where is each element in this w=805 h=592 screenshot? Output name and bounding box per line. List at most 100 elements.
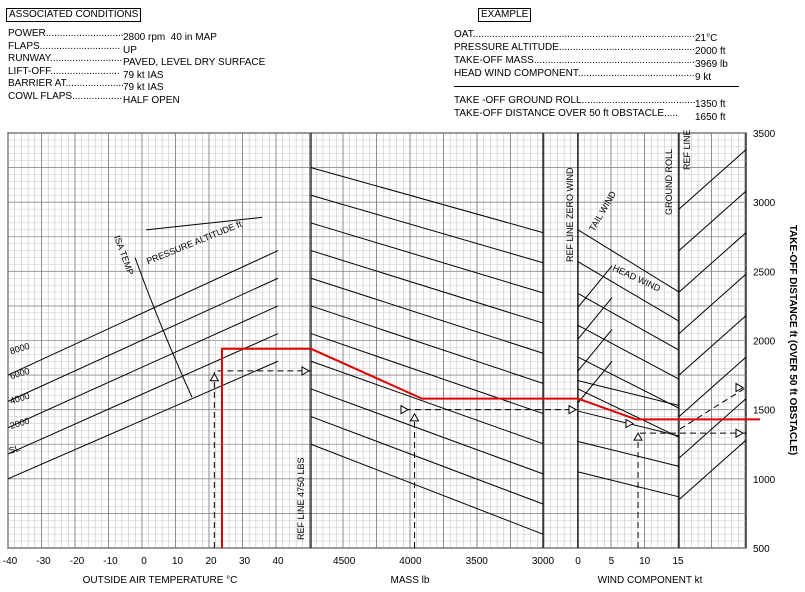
x-tick-label: 15	[672, 556, 684, 567]
wind-panel-label: GROUND ROLL	[664, 149, 674, 215]
example-result-row-value: 1650 ft	[695, 112, 726, 123]
ref-line-fan	[678, 149, 747, 210]
altitude-label: 4000	[9, 391, 31, 406]
x-tick-label: 30	[239, 556, 251, 567]
example-row-label: HEAD WIND COMPONENT.....................…	[454, 68, 695, 79]
ground-roll-line	[577, 440, 680, 467]
example-row: PRESSURE ALTITUDE.......................…	[454, 41, 726, 58]
y-tick-label: 500	[753, 544, 770, 555]
x-tick-label: 3500	[466, 556, 489, 567]
arrow-head	[209, 372, 220, 382]
arrow-head	[625, 418, 635, 429]
example-row: OAT.....................................…	[454, 28, 717, 45]
x-tick-label: 10	[172, 556, 184, 567]
condition-row-value: UP	[123, 44, 137, 56]
example-result-row: TAKE -OFF GROUND ROLL...................…	[454, 94, 726, 111]
ground-roll-line	[577, 471, 680, 498]
arrow-head	[400, 404, 410, 415]
example-dashed-path	[209, 366, 747, 548]
y-tick-label: 2000	[753, 337, 776, 348]
example-row-value: 2000 ft	[695, 46, 726, 57]
mass-guide-line	[310, 167, 544, 234]
axis-ticks: -40 -30 -20 -10 0 10 20 30 40 4500 4000 3500 3000 0 5 1…	[3, 129, 798, 586]
arrow-head	[633, 432, 643, 441]
example-row-label: PRESSURE ALTITUDE.......................…	[454, 42, 695, 53]
condition-row: RUNWAY..........................PAVED, L…	[8, 53, 265, 69]
example-red-path	[221, 347, 760, 548]
ref-line-mass-label: REF LINE 4750 LBS	[296, 457, 306, 540]
mass-guide-line	[310, 222, 544, 294]
ref-line-fan	[678, 232, 747, 293]
tail-wind-line	[577, 297, 613, 340]
y-axis-title: TAKE-OFF DISTANCE ft (OVER 50 ft OBSTACL…	[787, 225, 798, 456]
x-tick-label: 10	[639, 556, 651, 567]
isa-temp-curve	[134, 257, 193, 398]
mass-guide-line	[310, 388, 544, 475]
ref-line-fan	[678, 273, 747, 334]
head-wind-line	[577, 261, 680, 322]
mass-guide-line	[310, 333, 544, 415]
ground-roll-line	[577, 380, 680, 407]
arrow-head	[568, 404, 578, 415]
example-row: HEAD WIND COMPONENT.....................…	[454, 67, 711, 84]
arrow-head	[409, 412, 420, 422]
x-tick-label: 40	[272, 556, 284, 567]
mass-guide-line	[310, 305, 544, 384]
tail-wind-line	[577, 265, 613, 308]
condition-row: COWL FLAPS..................HALF OPEN	[8, 91, 180, 107]
head-wind-line	[577, 324, 680, 380]
mass-guide-line	[310, 360, 544, 445]
dashed-segment	[679, 387, 747, 430]
example-result-row-label: TAKE-OFF DISTANCE OVER 50 ft OBSTACLE...…	[454, 108, 678, 119]
altitude-curve	[7, 250, 279, 376]
condition-row: FLAPS............................. UP	[8, 41, 137, 57]
ref-line-fan	[678, 398, 747, 459]
mass-guide-line	[310, 443, 544, 535]
condition-row: BARRIER AT.....................79 kt IAS	[8, 78, 164, 94]
ref-line-fan	[678, 190, 747, 251]
wind-panel-label: TAIL WIND	[587, 189, 618, 233]
condition-row-value: 79 kt IAS	[123, 82, 164, 93]
wind-panel-label: REF LINE ZERO WIND	[565, 167, 575, 262]
example-divider	[454, 86, 739, 87]
arrow-head	[301, 366, 311, 376]
altitude-curve	[7, 360, 279, 480]
x-tick-label: -10	[103, 556, 118, 567]
head-wind-line	[577, 388, 680, 438]
condition-row-value: HALF OPEN	[123, 94, 180, 106]
tail-wind-line	[577, 329, 613, 372]
example-row: TAKE-OFF MASS...........................…	[454, 54, 728, 71]
condition-row-value: PAVED, LEVEL DRY SURFACE	[123, 57, 266, 68]
x-tick-label: -20	[70, 556, 85, 567]
altitude-curve	[7, 277, 279, 402]
altitude-curve	[7, 333, 279, 455]
x-tick-label: 4000	[399, 556, 422, 567]
condition-row-label: FLAPS.............................	[8, 40, 121, 52]
x-tick-label: 3000	[532, 556, 555, 567]
head-wind-line	[577, 293, 680, 351]
condition-row-value: 2800 rpm 40 in MAP	[123, 32, 217, 43]
mass-guide-line	[310, 194, 544, 264]
condition-row-value: 79 kt IAS	[123, 69, 164, 81]
example-result-row: TAKE-OFF DISTANCE OVER 50 ft OBSTACLE...…	[454, 107, 726, 124]
y-tick-label: 1500	[753, 406, 776, 417]
condition-row-label: BARRIER AT.....................	[8, 78, 123, 89]
example-row-label: TAKE-OFF MASS...........................…	[454, 55, 695, 66]
example-row-value: 9 kt	[695, 72, 712, 83]
arrow-head	[735, 428, 745, 439]
condition-row: POWER............................2800 rp…	[8, 28, 217, 44]
x-tick-label: 20	[205, 556, 217, 567]
example-header: EXAMPLE	[478, 8, 532, 22]
mass-guide-line	[310, 416, 544, 505]
altitude-label: SL	[8, 443, 21, 456]
condition-row-label: LIFT-OFF.........................	[8, 65, 120, 77]
arrow-head	[735, 382, 745, 393]
mass-guide-line	[310, 277, 544, 354]
ref-line-fan	[678, 315, 747, 376]
x-tick-label: 4500	[333, 556, 356, 567]
x-axis-title-mass: MASS lb	[391, 575, 430, 586]
example-row-value: 3969 lb	[695, 59, 728, 70]
x-tick-label: 0	[141, 556, 147, 567]
y-tick-label: 2500	[753, 267, 776, 278]
